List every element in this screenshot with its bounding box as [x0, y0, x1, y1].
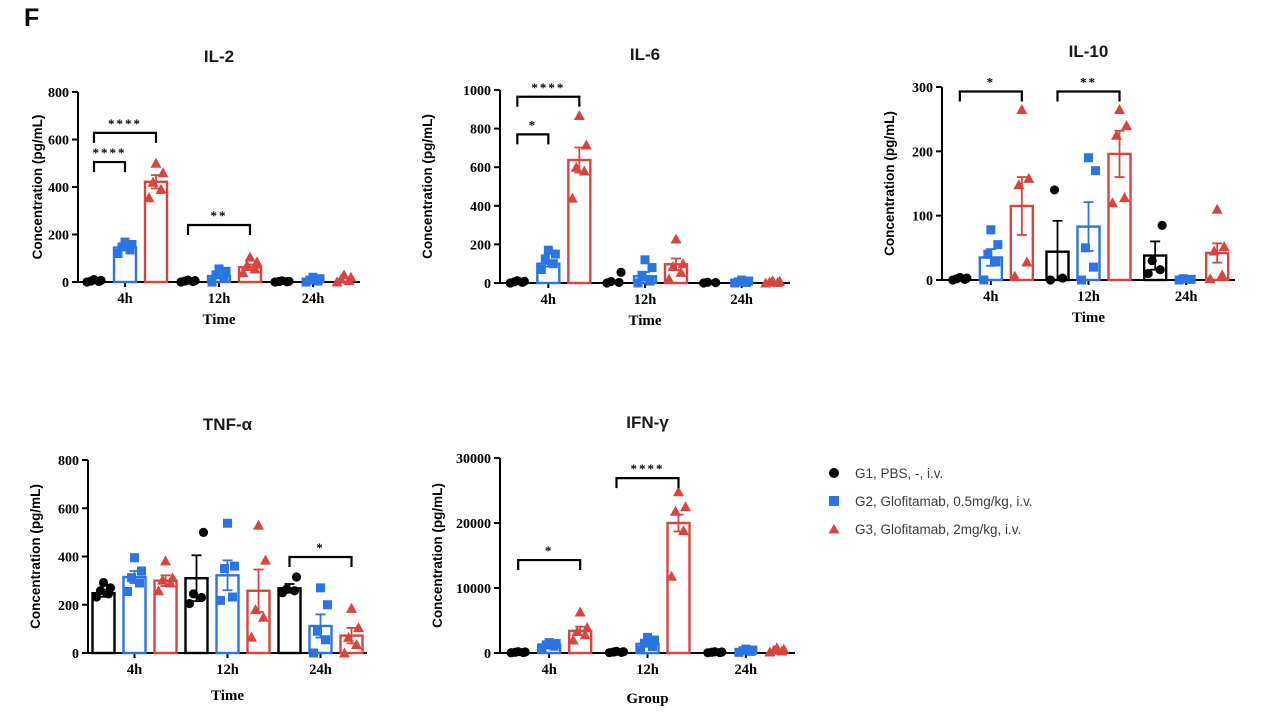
svg-text:200: 200	[48, 229, 69, 244]
svg-text:IFN-γ: IFN-γ	[626, 413, 669, 432]
svg-text:**: **	[1080, 75, 1097, 90]
svg-text:20000: 20000	[456, 517, 491, 532]
svg-text:12h: 12h	[208, 291, 231, 307]
svg-text:Time: Time	[202, 312, 235, 328]
svg-text:Concentration (pg/mL): Concentration (pg/mL)	[28, 484, 43, 629]
svg-text:Concentration (pg/mL): Concentration (pg/mL)	[430, 483, 445, 628]
svg-text:1000: 1000	[463, 84, 491, 99]
g2-square-marker-icon	[829, 496, 839, 506]
svg-text:0: 0	[926, 274, 933, 289]
svg-text:4h: 4h	[983, 289, 998, 305]
svg-text:400: 400	[48, 181, 69, 196]
svg-text:400: 400	[470, 200, 491, 215]
svg-text:IL-2: IL-2	[204, 47, 234, 66]
chart-tnfa-svg: TNF-α Concentration (pg/mL) 0 200 400 600 800 4…	[28, 415, 367, 704]
svg-text:****: ****	[108, 116, 142, 131]
g1-circle-marker-icon	[829, 468, 839, 478]
svg-text:**: **	[211, 208, 228, 223]
svg-text:0: 0	[484, 647, 491, 662]
chart-il6: IL-6 Concentration (pg/mL) 0 200 400 600 800 10…	[380, 38, 804, 340]
svg-text:100: 100	[912, 210, 933, 225]
chart-tnfa: TNF-α Concentration (pg/mL) 0 200 400 600 800 4…	[28, 388, 384, 720]
legend-item-g3: G3, Glofitamab, 2mg/kg, i.v.	[826, 515, 1033, 543]
g3-triangle-marker-icon	[828, 524, 840, 534]
svg-text:4h: 4h	[542, 662, 557, 678]
svg-text:12h: 12h	[1077, 289, 1100, 305]
svg-text:12h: 12h	[216, 662, 239, 678]
legend-label-g2: G2, Glofitamab, 0.5mg/kg, i.v.	[855, 493, 1033, 509]
svg-text:IL-6: IL-6	[630, 45, 660, 64]
svg-text:Time: Time	[628, 313, 661, 329]
svg-text:*: *	[545, 543, 554, 558]
svg-text:Time: Time	[1072, 310, 1105, 326]
chart-il2: IL-2 Concentration (pg/mL) 0 200 400 600 800 4h…	[30, 38, 382, 340]
svg-text:800: 800	[470, 123, 491, 138]
svg-text:12h: 12h	[634, 292, 657, 308]
svg-text:800: 800	[48, 86, 69, 101]
svg-text:800: 800	[58, 454, 79, 469]
svg-text:****: ****	[531, 80, 565, 95]
svg-text:****: ****	[93, 145, 127, 160]
svg-text:IL-10: IL-10	[1069, 42, 1109, 61]
svg-text:0: 0	[62, 276, 69, 291]
svg-text:TNF-α: TNF-α	[203, 415, 253, 434]
svg-text:Group: Group	[626, 691, 668, 707]
svg-text:4h: 4h	[541, 292, 556, 308]
svg-text:4h: 4h	[127, 662, 142, 678]
svg-text:0: 0	[484, 277, 491, 292]
legend: G1, PBS, -, i.v. G2, Glofitamab, 0.5mg/k…	[826, 459, 1033, 543]
svg-text:*: *	[316, 540, 325, 555]
svg-text:*: *	[987, 75, 996, 90]
svg-text:30000: 30000	[456, 452, 491, 467]
svg-text:300: 300	[912, 81, 933, 96]
svg-text:****: ****	[631, 461, 665, 476]
svg-text:24h: 24h	[302, 291, 325, 307]
svg-text:0: 0	[72, 647, 79, 662]
svg-text:4h: 4h	[117, 291, 132, 307]
svg-text:Time: Time	[211, 688, 244, 704]
svg-text:24h: 24h	[730, 292, 753, 308]
chart-il2-svg: IL-2 Concentration (pg/mL) 0 200 400 600 800 4h…	[30, 47, 360, 328]
svg-text:200: 200	[470, 238, 491, 253]
chart-ifng: IFN-γ Concentration (pg/mL) 0 10000 20000 300…	[388, 388, 812, 720]
chart-il6-svg: IL-6 Concentration (pg/mL) 0 200 400 600 800 10…	[420, 45, 790, 329]
svg-text:Concentration (pg/mL): Concentration (pg/mL)	[30, 115, 45, 260]
svg-text:*: *	[529, 117, 538, 132]
svg-text:10000: 10000	[456, 582, 491, 597]
svg-text:24h: 24h	[735, 662, 758, 678]
svg-text:400: 400	[58, 551, 79, 566]
svg-text:200: 200	[912, 145, 933, 160]
svg-text:600: 600	[470, 161, 491, 176]
legend-label-g3: G3, Glofitamab, 2mg/kg, i.v.	[855, 521, 1022, 537]
chart-il10-svg: IL-10 Concentration (pg/mL) 0 100 200 300 4h 12…	[882, 42, 1235, 326]
legend-item-g1: G1, PBS, -, i.v.	[826, 459, 1033, 487]
svg-text:24h: 24h	[1175, 289, 1198, 305]
chart-il10: IL-10 Concentration (pg/mL) 0 100 200 300 4h 12…	[848, 38, 1263, 340]
svg-text:200: 200	[58, 599, 79, 614]
svg-text:12h: 12h	[636, 662, 659, 678]
legend-item-g2: G2, Glofitamab, 0.5mg/kg, i.v.	[826, 487, 1033, 515]
svg-text:24h: 24h	[309, 662, 332, 678]
svg-text:Concentration (pg/mL): Concentration (pg/mL)	[882, 111, 897, 256]
svg-text:600: 600	[58, 502, 79, 517]
chart-ifng-svg: IFN-γ Concentration (pg/mL) 0 10000 20000 300…	[430, 413, 795, 707]
legend-label-g1: G1, PBS, -, i.v.	[855, 465, 944, 481]
svg-text:600: 600	[48, 134, 69, 149]
panel-label: F	[24, 4, 40, 32]
svg-text:Concentration (pg/mL): Concentration (pg/mL)	[420, 114, 435, 259]
